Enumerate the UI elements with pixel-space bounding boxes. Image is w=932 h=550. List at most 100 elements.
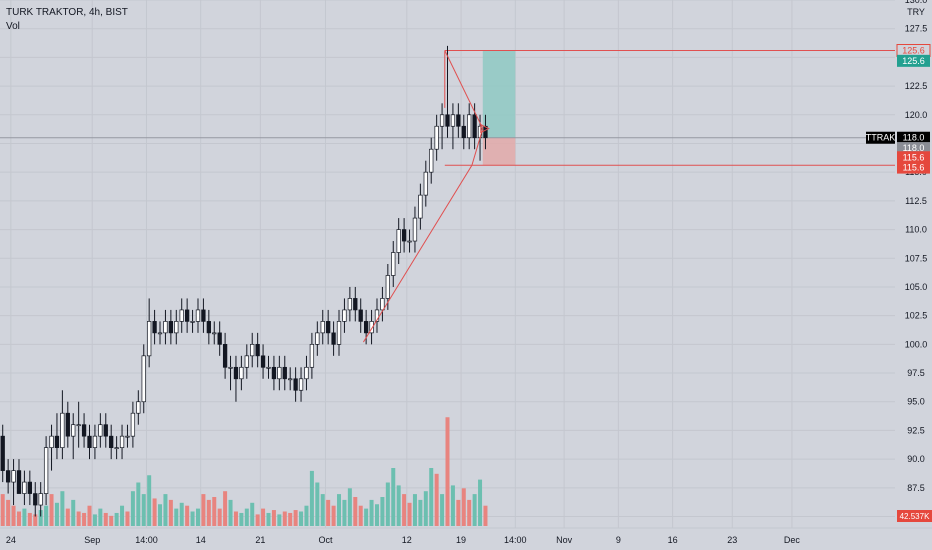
volume-bar (130, 491, 135, 526)
candle-body (76, 424, 81, 427)
candle-body (152, 321, 157, 334)
volume-bar (11, 505, 16, 526)
candle-body (293, 378, 298, 391)
volume-bar (6, 499, 11, 526)
candle-body (98, 424, 103, 437)
candle-body (445, 114, 450, 127)
x-tick-label: 21 (255, 535, 265, 545)
volume-bar (288, 512, 293, 526)
y-tick-label: 112.5 (905, 196, 927, 206)
candle-body (212, 332, 217, 335)
long-position-stop-zone[interactable] (482, 137, 516, 166)
volume-indicator-label[interactable]: Vol (6, 21, 20, 32)
volume-bar (369, 499, 374, 526)
volume-bar (54, 502, 59, 526)
price-tag (897, 142, 930, 155)
y-tick-label: 90.0 (907, 454, 925, 464)
volume-bar (103, 512, 108, 526)
projection-downleg[interactable] (444, 50, 484, 129)
candle-body (429, 148, 434, 173)
candle-body (380, 298, 385, 311)
candle-body (179, 309, 184, 322)
candle-body (71, 424, 76, 437)
symbol-title[interactable]: TURK TRAKTOR, 4h, BIST (6, 7, 128, 18)
candle-body (472, 114, 477, 139)
volume-bar (250, 502, 255, 526)
volume-bar (233, 511, 238, 526)
candle-body (439, 114, 445, 127)
candle-body (206, 321, 211, 334)
candle-body (331, 332, 336, 345)
price-tag-label: 125.6 (902, 56, 925, 66)
candle-body (336, 321, 342, 345)
candle-body (22, 481, 27, 494)
volume-bar (396, 485, 401, 526)
price-tag (897, 131, 930, 144)
candle-body (87, 435, 92, 449)
price-tag-label: 125.6 (902, 46, 925, 56)
volume-bar (27, 512, 32, 526)
candle-body (195, 309, 201, 322)
volume-bar (472, 494, 477, 526)
x-tick-label: 12 (402, 535, 412, 545)
candle-body (385, 275, 390, 299)
price-tag-label: 118.0 (903, 133, 925, 143)
volume-bar (158, 504, 163, 526)
candle-body (467, 114, 472, 139)
candle-body (109, 435, 114, 449)
y-tick-label: 122.5 (905, 81, 928, 91)
projection-arrowhead[interactable] (480, 123, 490, 134)
candle-body (271, 366, 277, 380)
volume-bar (0, 494, 5, 526)
candle-body (184, 309, 190, 322)
candle-body (288, 378, 293, 381)
volume-bar (179, 502, 184, 526)
candle-body (244, 355, 249, 368)
candle-body (103, 424, 108, 437)
price-axis[interactable] (895, 0, 932, 528)
long-position-target-zone[interactable] (482, 50, 516, 138)
volume-bar (152, 498, 157, 526)
volume-bar (261, 508, 266, 526)
volume-bar (109, 515, 114, 526)
y-tick-label: 100.0 (905, 339, 928, 349)
volume-bar (141, 494, 146, 526)
candle-body (163, 321, 168, 334)
candle-body (412, 217, 418, 242)
volume-bar (49, 494, 54, 526)
price-tag (897, 54, 930, 67)
x-tick-label: Sep (84, 535, 100, 545)
candle-body (418, 194, 423, 219)
currency-label: TRY (907, 7, 925, 17)
candle-body (461, 125, 466, 139)
volume-bar (467, 499, 472, 526)
candle-body (38, 493, 43, 506)
volume-bar (239, 512, 244, 526)
y-tick-label: 107.5 (905, 253, 928, 263)
candle-body (298, 378, 304, 391)
y-tick-label: 97.5 (907, 368, 925, 378)
volume-bar (125, 511, 130, 526)
volume-bar (217, 508, 222, 526)
volume-bar (163, 494, 168, 526)
volume-bar (255, 514, 260, 526)
volume-bar (309, 470, 314, 526)
y-tick-label: 105.0 (905, 282, 928, 292)
volume-bar (364, 508, 369, 526)
volume-bar (331, 505, 336, 526)
candle-body (43, 447, 49, 494)
volume-tag (897, 510, 932, 522)
candle-body (347, 298, 353, 311)
candle-body (174, 321, 179, 334)
volume-bar (418, 499, 423, 526)
y-tick-label: 127.5 (905, 24, 928, 34)
volume-bar (358, 505, 363, 526)
candle-body (250, 343, 255, 357)
volume-bar (293, 510, 298, 526)
volume-bar (228, 499, 233, 526)
projection-trendline[interactable] (362, 128, 484, 343)
volume-bar (304, 505, 309, 526)
volume-bar (478, 479, 483, 526)
